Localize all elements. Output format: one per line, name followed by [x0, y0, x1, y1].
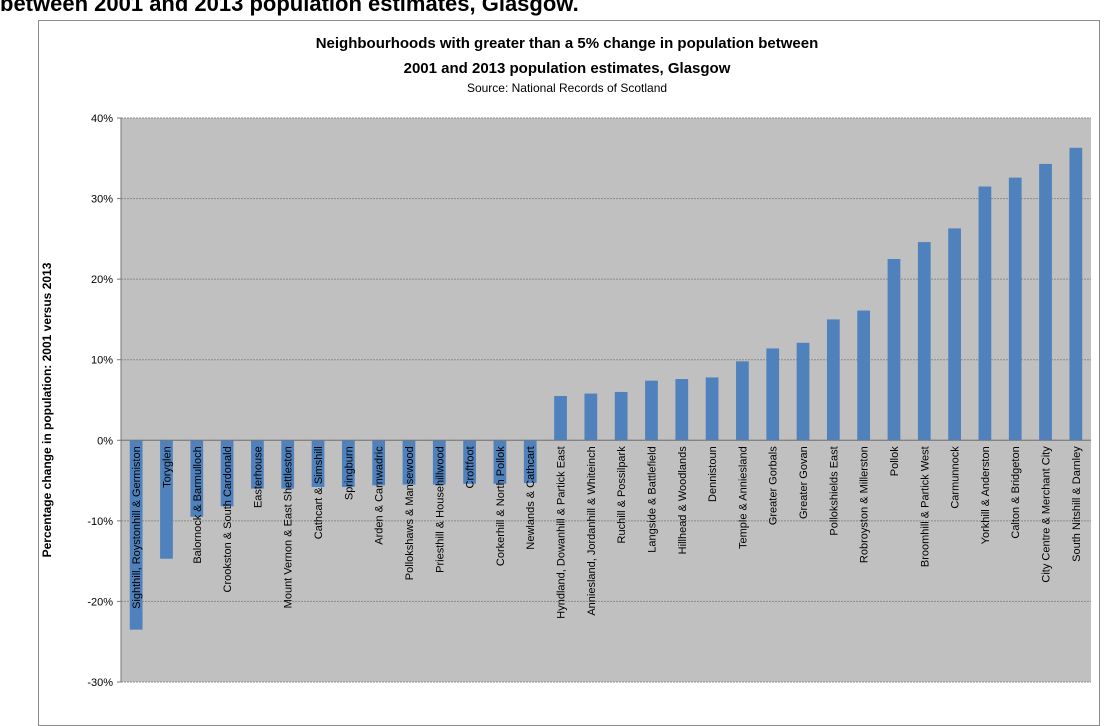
x-category-label: Sighthill, Roystonhill & Germiston	[131, 446, 143, 609]
bar	[826, 319, 840, 441]
x-category-label: Yorkhill & Anderston	[980, 446, 992, 544]
bar	[463, 440, 476, 484]
x-category-label: City Centre & Merchant City	[1041, 446, 1053, 583]
bar	[554, 395, 567, 441]
x-category-label: Cathcart & Simshill	[313, 446, 325, 539]
bar	[311, 440, 325, 488]
bar	[978, 186, 992, 441]
bar	[190, 440, 204, 517]
bar	[705, 377, 719, 441]
x-category-label: Broomhill & Partick West	[919, 446, 931, 567]
bar	[614, 391, 628, 441]
chart-title-line1: Neighbourhoods with greater than a 5% ch…	[316, 35, 819, 52]
x-category-label: Easterhouse	[252, 446, 264, 508]
x-category-label: Pollokshields East	[828, 446, 840, 535]
x-category-label: Arden & Carnwadric	[374, 446, 386, 545]
y-tick-label: 10%	[91, 355, 113, 367]
bar	[917, 242, 931, 441]
x-category-label: Corkerhill & North Pollok	[495, 446, 507, 566]
x-category-label: Priesthill & Househillwood	[434, 446, 446, 573]
chart-frame: Neighbourhoods with greater than a 5% ch…	[38, 20, 1100, 726]
page-heading: between 2001 and 2013 population estimat…	[0, 0, 579, 16]
bar	[887, 259, 901, 441]
bar	[129, 440, 143, 630]
chart-title-line2: 2001 and 2013 population estimates, Glas…	[404, 60, 731, 77]
x-category-label: Robroyston & Millerston	[859, 446, 871, 563]
x-category-label: Temple & Anniesland	[737, 446, 749, 549]
y-tick-label: -20%	[87, 596, 113, 608]
x-category-label: Hyndland, Dowanhill & Partick East	[556, 446, 568, 618]
bar	[1008, 177, 1022, 441]
bar	[372, 440, 386, 486]
x-category-label: South Nitshill & Darnley	[1071, 446, 1083, 562]
x-category-label: Hillhead & Woodlands	[677, 446, 689, 555]
bar	[251, 440, 264, 489]
x-category-label: Calton & Bridgeton	[1010, 446, 1022, 538]
bar	[948, 228, 961, 441]
x-category-label: Toryglen	[161, 446, 173, 488]
plot-background	[121, 118, 1091, 682]
chart-subtitle: Source: National Records of Scotland	[467, 81, 667, 95]
x-category-label: Croftfoot	[465, 446, 477, 488]
y-axis-label: Percentage change in population: 2001 ve…	[40, 262, 54, 557]
bar	[584, 393, 598, 441]
bar	[645, 380, 658, 441]
x-category-label: Greater Gorbals	[768, 446, 780, 525]
x-category-label: Pollokshaws & Mansewood	[404, 446, 416, 580]
bar	[1069, 147, 1083, 441]
bar	[675, 379, 689, 441]
bar	[796, 342, 810, 441]
bar	[432, 440, 446, 485]
x-category-label: Springburn	[343, 446, 355, 500]
y-tick-label: 40%	[91, 113, 113, 125]
bar	[493, 440, 507, 484]
x-category-label: Carmunnock	[950, 446, 962, 509]
population-change-chart: Neighbourhoods with greater than a 5% ch…	[40, 35, 1091, 689]
bar	[160, 440, 173, 559]
x-category-label: Crookston & South Cardonald	[222, 446, 234, 592]
bar	[402, 440, 416, 485]
bar	[1039, 163, 1052, 441]
x-category-label: Greater Govan	[798, 446, 810, 519]
x-category-label: Balornock & Barmulloch	[192, 446, 204, 563]
x-category-label: Langside & Battlefield	[646, 446, 658, 552]
x-category-label: Ruchill & Possilpark	[616, 446, 628, 544]
bar	[220, 440, 234, 507]
y-tick-label: 20%	[91, 274, 113, 286]
y-tick-label: 30%	[91, 194, 113, 206]
x-category-label: Mount Vernon & East Shettleston	[283, 446, 295, 608]
x-category-label: Anniesland, Jordanhill & Whiteinch	[586, 446, 598, 615]
y-tick-label: 0%	[97, 435, 113, 447]
x-category-label: Dennistoun	[707, 446, 719, 502]
bar	[523, 440, 537, 483]
bar	[341, 440, 355, 488]
x-category-label: Newlands & Cathcart	[525, 446, 537, 549]
bar	[736, 361, 749, 441]
x-category-label: Pollok	[889, 446, 901, 476]
y-tick-label: -10%	[87, 516, 113, 528]
bar	[281, 440, 295, 489]
bar	[766, 348, 780, 441]
bar	[857, 310, 871, 441]
y-tick-label: -30%	[87, 677, 113, 689]
plot-area: -30% -20% -10% 0% 10% 20% 30% 40% Sighthill, Roy…	[87, 113, 1091, 689]
